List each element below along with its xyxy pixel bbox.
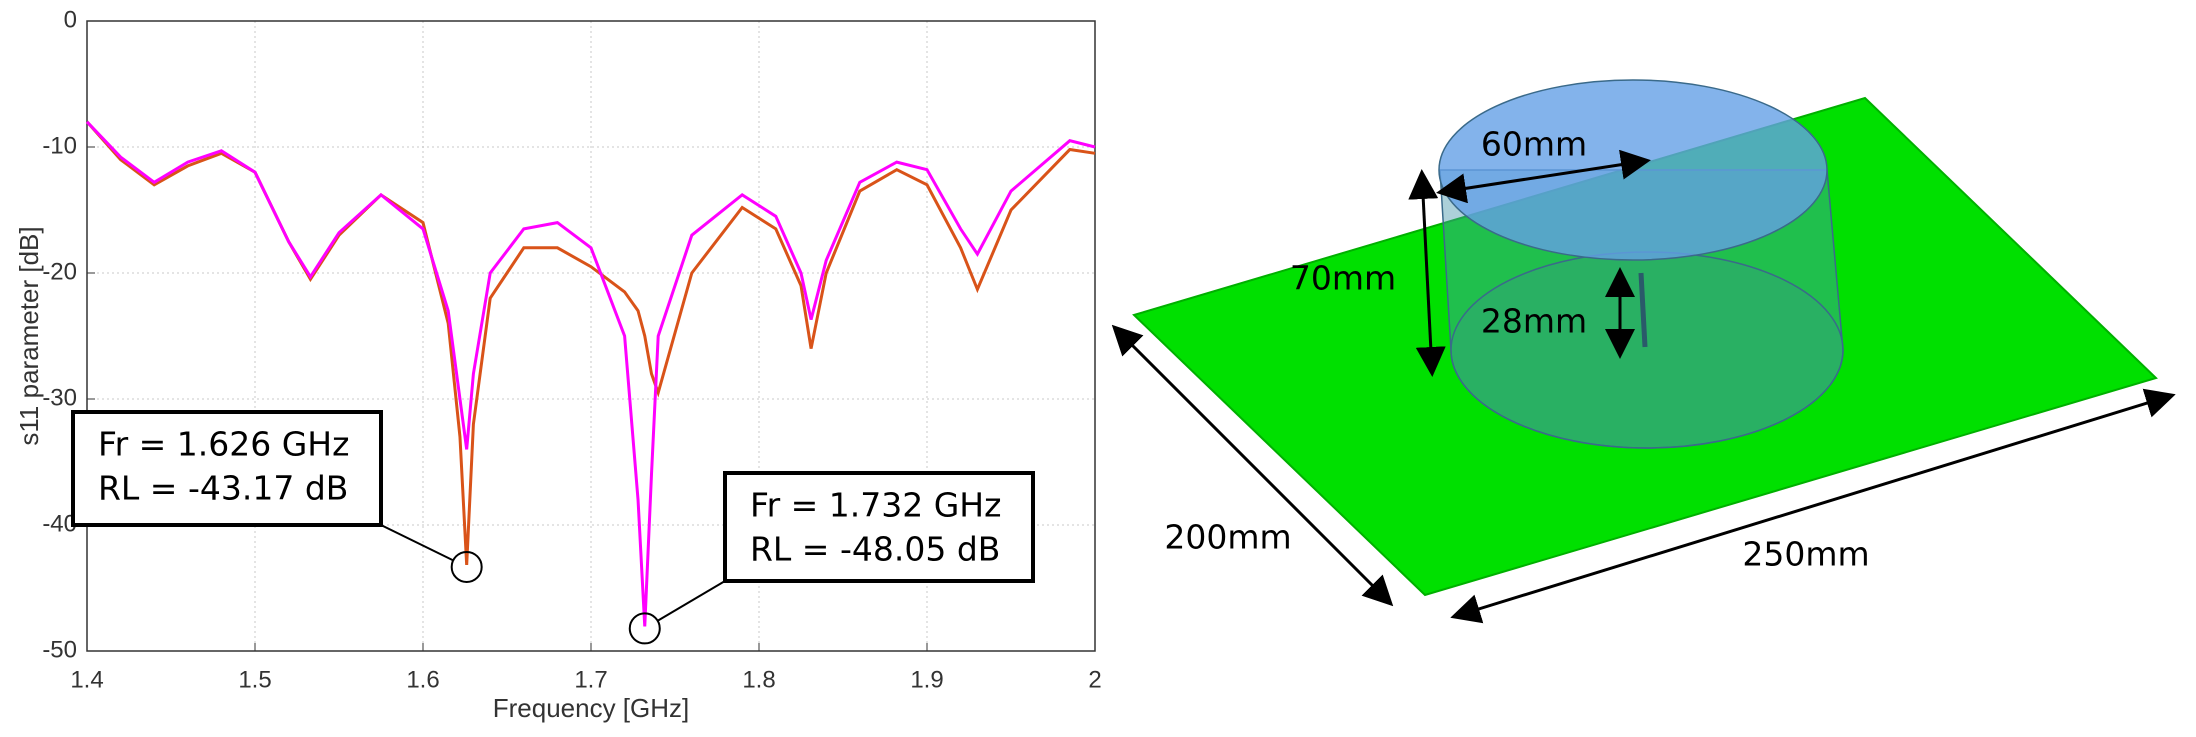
annotation-leader (657, 580, 726, 622)
annotation-box (723, 471, 1035, 583)
dimension-arrow (1408, 169, 1446, 377)
y-tick-label: 0 (64, 6, 77, 33)
y-axis-label: s11 parameter [dB] (14, 226, 44, 445)
annotation-text: Fr = 1.626 GHz (98, 425, 349, 464)
dimension-arrow (1436, 149, 1651, 204)
y-tick-label: -30 (42, 384, 77, 411)
feed-probe (1638, 272, 1648, 348)
x-tick-label: 1.9 (910, 666, 943, 693)
series-line (85, 120, 1096, 627)
x-tick-label: 1.8 (742, 666, 775, 693)
cylinder-top (1438, 79, 1828, 261)
annotation-marker (628, 612, 661, 645)
x-axis-label: Frequency [GHz] (493, 693, 690, 723)
plot-frame (86, 20, 1096, 652)
dimension-label: 250mm (1742, 535, 1869, 574)
antenna-diagram: 60mm 70mm 28mm 200mm 250mm (1111, 79, 2176, 624)
x-tick-label: 1.7 (574, 666, 607, 693)
y-tick-label: -50 (42, 636, 77, 663)
x-tick-label: 1.5 (238, 666, 271, 693)
annotation-leader (380, 524, 454, 562)
dimension-label: 200mm (1164, 518, 1291, 557)
chart: 0-10-20-30-40-501.4 1.5 1.6 1.7 1.8 1.9 2Frequ… (14, 6, 1102, 723)
x-tick-label: 1.6 (406, 666, 439, 693)
annotation-text: RL = -43.17 dB (98, 469, 348, 508)
annotation-text: Fr = 1.732 GHz (750, 486, 1001, 525)
dimension-label: 60mm (1481, 125, 1587, 164)
dimension-arrow (1111, 324, 1394, 607)
dimension-label: 28mm (1481, 302, 1587, 341)
cylinder-bottom (1450, 251, 1844, 449)
y-tick-label: -20 (42, 258, 77, 285)
y-tick-label: -10 (42, 132, 77, 159)
dimension-label: 70mm (1290, 259, 1396, 298)
x-tick-label: 2 (1088, 666, 1101, 693)
dimension-arrow (1450, 388, 2176, 624)
annotation-text: RL = -48.05 dB (750, 530, 1000, 569)
x-tick-label: 1.4 (70, 666, 103, 693)
annotation-box (71, 410, 383, 527)
annotation-marker (450, 550, 483, 583)
